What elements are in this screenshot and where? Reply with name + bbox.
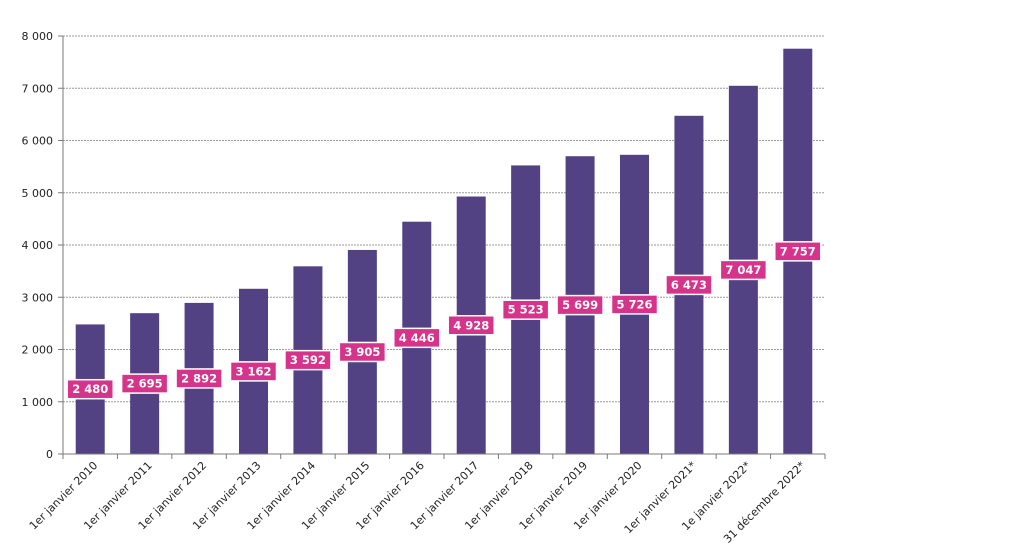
- data-label-box: [774, 241, 822, 262]
- data-label: 5 523: [508, 303, 544, 317]
- data-label: 3 592: [290, 353, 326, 367]
- data-label-box: [501, 299, 550, 320]
- data-label: 2 892: [181, 371, 217, 385]
- y-tick-label: 8 000: [22, 30, 54, 43]
- data-label: 3 905: [344, 345, 380, 359]
- data-label-box: [338, 341, 387, 363]
- data-label-box: [175, 368, 223, 389]
- data-label: 7 047: [725, 263, 761, 277]
- data-label: 6 473: [671, 278, 707, 292]
- data-label: 3 162: [235, 364, 271, 378]
- bars: [75, 48, 813, 455]
- y-axis-ticks: 0 1 000 2 000 3 000 4 000 5 000 6 000 7 000 8 00…: [22, 30, 63, 461]
- data-label: 4 928: [453, 318, 489, 332]
- data-label: 5 726: [616, 297, 652, 311]
- data-label-box: [447, 315, 495, 336]
- data-label: 2 480: [72, 382, 108, 396]
- y-tick-label: 0: [46, 448, 53, 461]
- data-label: 4 446: [399, 331, 435, 345]
- data-label-box: [284, 349, 332, 371]
- y-tick-label: 6 000: [22, 135, 54, 148]
- data-labels: 2 480 2 695 2 892 3 162 3 592 3 905 4 446 4 928…: [66, 241, 822, 400]
- data-label-box: [719, 259, 768, 281]
- gridlines: [63, 35, 825, 403]
- data-label-box: [393, 327, 441, 349]
- data-label-box: [556, 294, 604, 316]
- y-tick-label: 1 000: [22, 396, 54, 409]
- data-label-box: [66, 378, 114, 400]
- y-tick-label: 2 000: [22, 344, 54, 357]
- axes: [62, 36, 826, 459]
- data-label-box: [120, 373, 169, 394]
- data-label-box: [610, 294, 659, 315]
- data-label: 7 757: [780, 244, 816, 258]
- data-label-box: [665, 274, 713, 296]
- y-tick-label: 3 000: [22, 291, 54, 304]
- y-tick-label: 7 000: [22, 82, 54, 95]
- data-label: 2 695: [127, 377, 163, 391]
- data-label: 5 699: [562, 298, 598, 312]
- y-tick-label: 4 000: [22, 239, 54, 252]
- data-label-box: [229, 361, 278, 382]
- y-tick-label: 5 000: [22, 187, 54, 200]
